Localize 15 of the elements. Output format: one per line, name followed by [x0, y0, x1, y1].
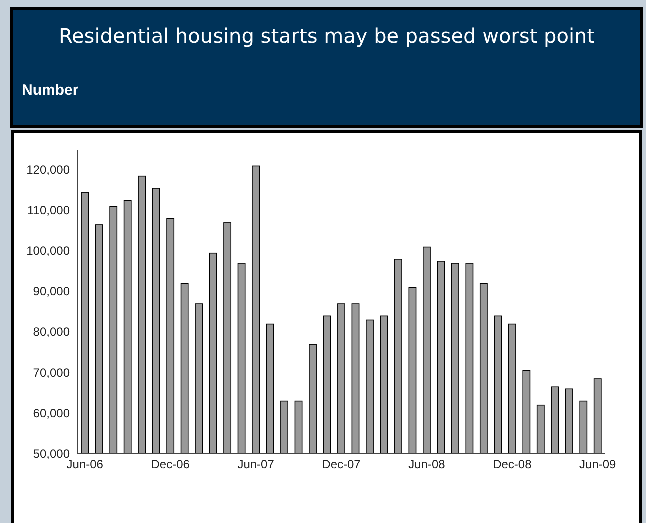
y-axis-title: Number [22, 82, 79, 99]
x-tick-label: Dec-08 [493, 458, 532, 472]
y-tick-label: 120,000 [26, 163, 70, 178]
y-tick-label: 110,000 [28, 204, 70, 218]
x-tick-label: Jun-08 [408, 458, 446, 472]
x-tick-label: Dec-06 [151, 458, 190, 472]
y-tick-label: 70,000 [33, 366, 70, 380]
x-tick-label: Dec-07 [322, 458, 362, 472]
y-tick-label: 80,000 [33, 325, 70, 340]
chart-title: Residential housing starts may be passed worst point [58, 24, 596, 48]
x-tick-label: Jun-07 [238, 458, 275, 472]
x-tick-label: Jun-09 [580, 458, 617, 472]
y-tick-label: 60,000 [33, 406, 70, 420]
y-tick-label: 100,000 [26, 244, 70, 258]
y-tick-label: 90,000 [33, 284, 70, 299]
